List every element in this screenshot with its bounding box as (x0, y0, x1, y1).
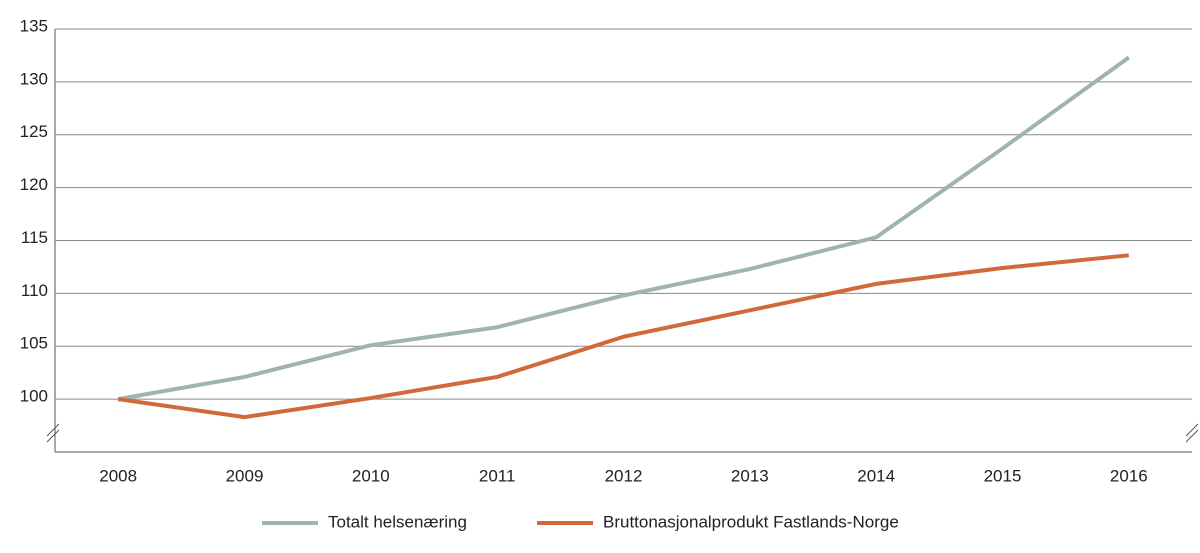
x-tick-label: 2012 (605, 466, 643, 485)
y-tick-label: 110 (21, 281, 48, 300)
x-tick-label: 2013 (731, 466, 769, 485)
x-tick-label: 2010 (352, 466, 390, 485)
y-tick-label: 135 (20, 16, 48, 35)
x-tick-label: 2015 (984, 466, 1022, 485)
legend-label: Totalt helsenæring (328, 512, 467, 531)
series-line (117, 55, 1130, 402)
y-tick-label: 105 (20, 334, 48, 353)
y-tick-label: 100 (20, 387, 48, 406)
x-tick-label: 2016 (1110, 466, 1148, 485)
series-line (117, 253, 1130, 420)
axis-break-left (46, 423, 60, 443)
y-tick-label: 115 (21, 228, 48, 247)
y-tick-label: 120 (20, 175, 48, 194)
x-tick-label: 2014 (857, 466, 895, 485)
x-tick-label: 2008 (99, 466, 137, 485)
y-tick-label: 130 (20, 69, 48, 88)
x-tick-label: 2009 (226, 466, 264, 485)
x-tick-label: 2011 (479, 466, 516, 485)
legend-label: Bruttonasjonalprodukt Fastlands-Norge (603, 512, 899, 531)
axis-break-right (1185, 423, 1199, 443)
y-tick-label: 125 (20, 122, 48, 141)
